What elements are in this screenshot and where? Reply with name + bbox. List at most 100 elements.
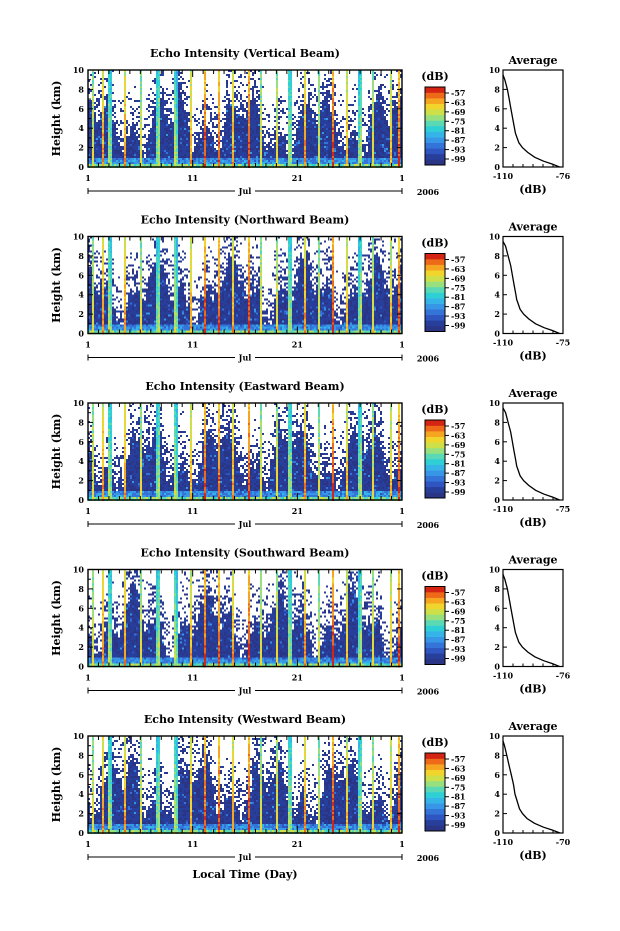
- heatmap-cell: [326, 114, 328, 116]
- heatmap-cell: [190, 122, 192, 124]
- heatmap-cell: [260, 148, 262, 150]
- heatmap-cells: [88, 70, 402, 168]
- heatmap-cell: [102, 88, 104, 90]
- heatmap-cell: [184, 164, 186, 166]
- heatmap-cell: [254, 100, 256, 102]
- heatmap-cell: [180, 112, 182, 114]
- heatmap-cell: [226, 158, 228, 160]
- heatmap-cell: [300, 72, 302, 74]
- heatmap-cell: [320, 156, 322, 158]
- heatmap-cell: [124, 96, 126, 98]
- heatmap-cell: [356, 156, 358, 158]
- heatmap-cell: [288, 82, 290, 84]
- heatmap-cell: [144, 152, 146, 154]
- heatmap-cell: [226, 128, 228, 130]
- heatmap-cell: [112, 124, 114, 126]
- heatmap-cell: [248, 134, 250, 136]
- heatmap-cell: [156, 70, 158, 72]
- heatmap-cell: [326, 122, 328, 124]
- heatmap-cell: [388, 128, 390, 130]
- heatmap-cell: [156, 82, 158, 84]
- heatmap-cell: [290, 122, 292, 124]
- heatmap-cell: [126, 156, 128, 158]
- heatmap-cell: [124, 154, 126, 156]
- heatmap-cell: [386, 164, 388, 166]
- heatmap-cell: [398, 114, 400, 116]
- heatmap-cell: [394, 104, 396, 106]
- heatmap-cell: [138, 158, 140, 160]
- heatmap-cell: [204, 148, 206, 150]
- heatmap-cell: [270, 156, 272, 158]
- heatmap-cell: [310, 152, 312, 154]
- heatmap-cell: [360, 128, 362, 130]
- heatmap-cell: [170, 150, 172, 152]
- heatmap-cell: [216, 160, 218, 162]
- heatmap-cell: [172, 112, 174, 114]
- heatmap-cell: [226, 94, 228, 96]
- heatmap-cell: [318, 124, 320, 126]
- heatmap-cell: [366, 130, 368, 132]
- heatmap-cell: [346, 94, 348, 96]
- heatmap-cell: [202, 130, 204, 132]
- heatmap-cell: [122, 140, 124, 142]
- heatmap-cell: [298, 152, 300, 154]
- heatmap-cell: [190, 138, 192, 140]
- heatmap-cell: [180, 116, 182, 118]
- heatmap-cell: [316, 152, 318, 154]
- heatmap-cell: [278, 148, 280, 150]
- heatmap-cell: [280, 152, 282, 154]
- heatmap-cell: [152, 110, 154, 112]
- heatmap-cell: [326, 154, 328, 156]
- heatmap-cell: [110, 162, 112, 164]
- heatmap-cell: [382, 102, 384, 104]
- heatmap-cell: [194, 132, 196, 134]
- heatmap-cell: [110, 120, 112, 122]
- heatmap-cell: [128, 158, 130, 160]
- heatmap-cell: [172, 136, 174, 138]
- heatmap-cell: [312, 154, 314, 156]
- heatmap-cell: [90, 106, 92, 108]
- heatmap-cell: [94, 76, 96, 78]
- heatmap-cell: [226, 152, 228, 154]
- heatmap-cell: [304, 110, 306, 112]
- heatmap-cell: [268, 164, 270, 166]
- heatmap-cell: [106, 98, 108, 100]
- heatmap-cell: [358, 72, 360, 74]
- heatmap-cell: [270, 154, 272, 156]
- heatmap-cell: [110, 74, 112, 76]
- heatmap-cell: [392, 86, 394, 88]
- heatmap-cell: [224, 118, 226, 120]
- heatmap-cell: [368, 110, 370, 112]
- heatmap-cell: [244, 158, 246, 160]
- heatmap-cell: [304, 108, 306, 110]
- heatmap-cell: [176, 120, 178, 122]
- heatmap-cell: [392, 108, 394, 110]
- heatmap-cell: [132, 124, 134, 126]
- heatmap-cell: [330, 112, 332, 114]
- heatmap-cell: [274, 160, 276, 162]
- heatmap-cell: [372, 150, 374, 152]
- heatmap-cell: [354, 84, 356, 86]
- heatmap-cell: [248, 144, 250, 146]
- heatmap-cell: [94, 122, 96, 124]
- heatmap-cell: [158, 94, 160, 96]
- heatmap-cell: [360, 90, 362, 92]
- heatmap-cell: [102, 144, 104, 146]
- heatmap-cell: [290, 124, 292, 126]
- heatmap-cell: [356, 132, 358, 134]
- heatmap-cell: [268, 134, 270, 136]
- heatmap-cell: [156, 124, 158, 126]
- heatmap-cell: [262, 144, 264, 146]
- heatmap-cell: [390, 92, 392, 94]
- heatmap-cell: [304, 152, 306, 154]
- heatmap-cell: [254, 82, 256, 84]
- heatmap-cell: [290, 96, 292, 98]
- heatmap-cell: [320, 132, 322, 134]
- heatmap-cell: [94, 124, 96, 126]
- heatmap-cell: [92, 148, 94, 150]
- heatmap-cell: [340, 120, 342, 122]
- heatmap-cell: [124, 88, 126, 90]
- heatmap-cell: [302, 160, 304, 162]
- heatmap-cell: [226, 74, 228, 76]
- heatmap-cell: [324, 126, 326, 128]
